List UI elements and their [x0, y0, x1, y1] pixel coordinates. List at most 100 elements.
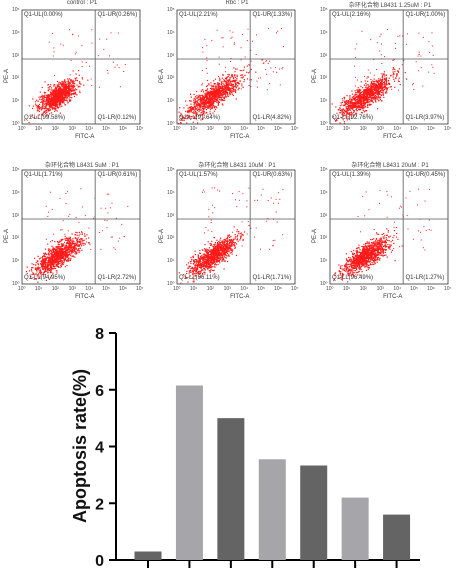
quadrant-ul-label: Q1-UL(0.00%)	[24, 12, 63, 18]
scatter-x-tick: 10²	[207, 286, 214, 292]
bar-1	[135, 551, 162, 560]
scatter-x-axis-label: FITC-A	[383, 294, 402, 300]
scatter-panel-title: Rbc : P1	[177, 0, 297, 6]
scatter-y-tick: 10⁰	[320, 121, 328, 127]
scatter-y-tick: 10³	[12, 53, 19, 59]
scatter-x-axis-label: FITC-A	[75, 294, 94, 300]
scatter-y-tick: 10²	[320, 235, 327, 241]
scatter-x-tick: 10⁵	[257, 286, 265, 292]
scatter-x-tick: 10³	[377, 286, 384, 292]
scatter-panel-title: control : P1	[22, 0, 142, 6]
scatter-x-tick: 10³	[69, 286, 76, 292]
quadrant-ul-label: Q1-UL(2.16%)	[332, 12, 371, 18]
scatter-x-tick: 10⁷	[291, 126, 298, 132]
scatter-y-tick: 10²	[12, 235, 19, 241]
quadrant-ur-label: Q1-UR(0.63%)	[253, 172, 293, 178]
scatter-x-tick: 10⁶	[119, 286, 127, 292]
scatter-y-tick: 10⁴	[167, 30, 175, 36]
scatter-x-axis-label: FITC-A	[230, 294, 249, 300]
scatter-x-tick: 10²	[360, 126, 367, 132]
quadrant-lr-label: Q1-LR(0.12%)	[98, 115, 137, 121]
scatter-y-tick: 10³	[320, 213, 327, 219]
scatter-panel: control : P1 Q1-UL(0.00%) Q1-UR(0.26%) Q1-L…	[0, 0, 150, 160]
quadrant-lr-label: Q1-LR(2.72%)	[98, 275, 137, 281]
scatter-y-tick: 10³	[167, 53, 174, 59]
quadrant-ul-label: Q1-UL(2.21%)	[179, 12, 218, 18]
scatter-x-tick: 10⁵	[102, 126, 110, 132]
scatter-y-tick: 10⁰	[12, 281, 20, 287]
scatter-y-tick: 10⁵	[320, 167, 328, 173]
scatter-panel-title: 杂环化合物 L8431 1.25uM : P1	[330, 0, 450, 9]
scatter-y-tick: 10⁰	[167, 281, 175, 287]
scatter-y-tick: 10¹	[320, 258, 327, 264]
scatter-x-tick: 10⁴	[85, 126, 93, 132]
scatter-x-tick: 10⁶	[274, 286, 282, 292]
scatter-y-tick: 10⁰	[320, 281, 328, 287]
scatter-y-tick: 10⁴	[320, 30, 328, 36]
scatter-panel-title: 杂环化合物 L8431 10uM : P1	[177, 160, 297, 169]
quadrant-ll-label: Q1-LL(96.49%)	[332, 275, 373, 281]
scatter-x-tick: 10⁷	[291, 286, 298, 292]
bar-4	[259, 459, 286, 560]
scatter-x-tick: 10⁷	[444, 126, 451, 132]
scatter-x-tick: 10⁴	[393, 126, 401, 132]
scatter-x-tick: 10⁶	[427, 286, 435, 292]
scatter-y-tick: 10²	[12, 75, 19, 81]
scatter-y-tick: 10²	[320, 75, 327, 81]
scatter-y-tick: 10¹	[12, 258, 19, 264]
scatter-y-axis-label: PE-A	[4, 69, 10, 83]
scatter-y-tick: 10⁵	[12, 7, 20, 13]
scatter-y-tick: 10³	[167, 213, 174, 219]
scatter-x-tick: 10³	[69, 126, 76, 132]
scatter-y-tick: 10⁴	[320, 190, 328, 196]
scatter-x-tick: 10⁴	[240, 286, 248, 292]
scatter-x-tick: 10⁶	[274, 126, 282, 132]
bar-5	[300, 466, 327, 560]
scatter-y-axis-label: PE-A	[4, 229, 10, 243]
scatter-x-tick: 10³	[224, 126, 231, 132]
scatter-panel-title: 杂环化合物 L8431 20uM : P1	[330, 160, 450, 169]
bar-y-tick-label: 0	[95, 553, 104, 570]
scatter-x-tick: 10⁵	[410, 286, 418, 292]
scatter-x-tick: 10⁷	[444, 286, 451, 292]
scatter-x-tick: 10²	[360, 286, 367, 292]
quadrant-lr-label: Q1-LR(4.82%)	[253, 115, 292, 121]
quadrant-ll-label: Q1-LL(92.76%)	[332, 115, 373, 121]
quadrant-ur-label: Q1-UR(0.61%)	[98, 172, 138, 178]
scatter-y-tick: 10⁴	[12, 190, 20, 196]
scatter-y-tick: 10³	[12, 213, 19, 219]
scatter-x-tick: 10¹	[35, 286, 42, 292]
quadrant-lr-label: Q1-LR(3.97%)	[406, 115, 445, 121]
scatter-x-axis-label: FITC-A	[383, 134, 402, 140]
scatter-x-tick: 10⁶	[427, 126, 435, 132]
scatter-y-tick: 10¹	[12, 98, 19, 104]
scatter-y-tick: 10⁰	[12, 121, 20, 127]
quadrant-ul-label: Q1-UL(1.39%)	[332, 172, 371, 178]
scatter-y-tick: 10⁵	[167, 167, 175, 173]
scatter-x-tick: 10²	[52, 286, 59, 292]
scatter-x-tick: 10⁴	[85, 286, 93, 292]
quadrant-ur-label: Q1-UR(0.26%)	[98, 12, 138, 18]
scatter-x-tick: 10⁵	[257, 126, 265, 132]
scatter-y-axis-label: PE-A	[159, 229, 165, 243]
scatter-y-tick: 10²	[167, 235, 174, 241]
scatter-x-tick: 10¹	[343, 126, 350, 132]
scatter-y-tick: 10⁵	[167, 7, 175, 13]
quadrant-ur-label: Q1-UR(1.00%)	[406, 12, 446, 18]
scatter-y-tick: 10⁴	[12, 30, 20, 36]
scatter-x-tick: 10⁷	[136, 126, 143, 132]
bar-2	[176, 385, 203, 560]
scatter-x-tick: 10¹	[190, 126, 197, 132]
bar-6	[342, 498, 369, 560]
scatter-x-tick: 10¹	[343, 286, 350, 292]
scatter-x-tick: 10⁴	[240, 126, 248, 132]
quadrant-ll-label: Q1-LL(94.95%)	[24, 275, 65, 281]
scatter-panel-title: 杂环化合物 L8431 5uM : P1	[22, 160, 142, 169]
quadrant-lr-label: Q1-LR(1.71%)	[253, 275, 292, 281]
scatter-x-tick: 10¹	[35, 126, 42, 132]
scatter-x-tick: 10⁵	[410, 126, 418, 132]
scatter-y-tick: 10²	[167, 75, 174, 81]
